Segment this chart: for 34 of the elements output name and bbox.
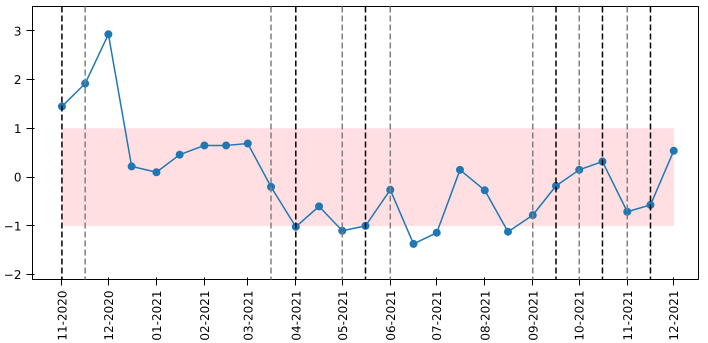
y-tick-label: 3 (14, 24, 22, 38)
point (504, 228, 512, 236)
x-tick-label: 02-2021 (198, 290, 212, 341)
point (128, 162, 136, 170)
point (176, 150, 184, 159)
y-tick-label: −2 (4, 268, 22, 282)
point (200, 141, 208, 150)
point (104, 30, 112, 38)
point (410, 240, 418, 248)
x-tick-label: 07-2021 (430, 290, 444, 341)
x-tick-label: 09-2021 (526, 290, 540, 341)
point (152, 168, 160, 176)
x-tick-label: 10-2021 (572, 290, 587, 341)
x-tick-label: 05-2021 (336, 290, 350, 341)
x-tick-label: 08-2021 (478, 290, 492, 341)
point (315, 202, 324, 210)
point (480, 186, 489, 194)
x-tick-label: 04-2021 (289, 290, 304, 341)
x-tick-label: 12-2021 (667, 290, 682, 341)
point (222, 141, 230, 150)
y-tick-label: 0 (14, 170, 22, 185)
point (456, 166, 464, 174)
y-tick-label: −1 (4, 219, 22, 234)
x-tick-label: 12-2020 (102, 290, 116, 341)
point (670, 146, 678, 155)
x-tick-label: 11-2021 (620, 290, 635, 341)
point (432, 228, 441, 237)
y-tick-label: 2 (14, 73, 22, 88)
x-tick-label: 03-2021 (241, 290, 256, 341)
x-tick-label: 01-2021 (150, 290, 164, 341)
x-tick-label: 11-2020 (55, 290, 70, 341)
y-tick-label: 1 (14, 122, 22, 136)
point (244, 139, 252, 148)
x-tick-label: 06-2021 (384, 290, 398, 341)
